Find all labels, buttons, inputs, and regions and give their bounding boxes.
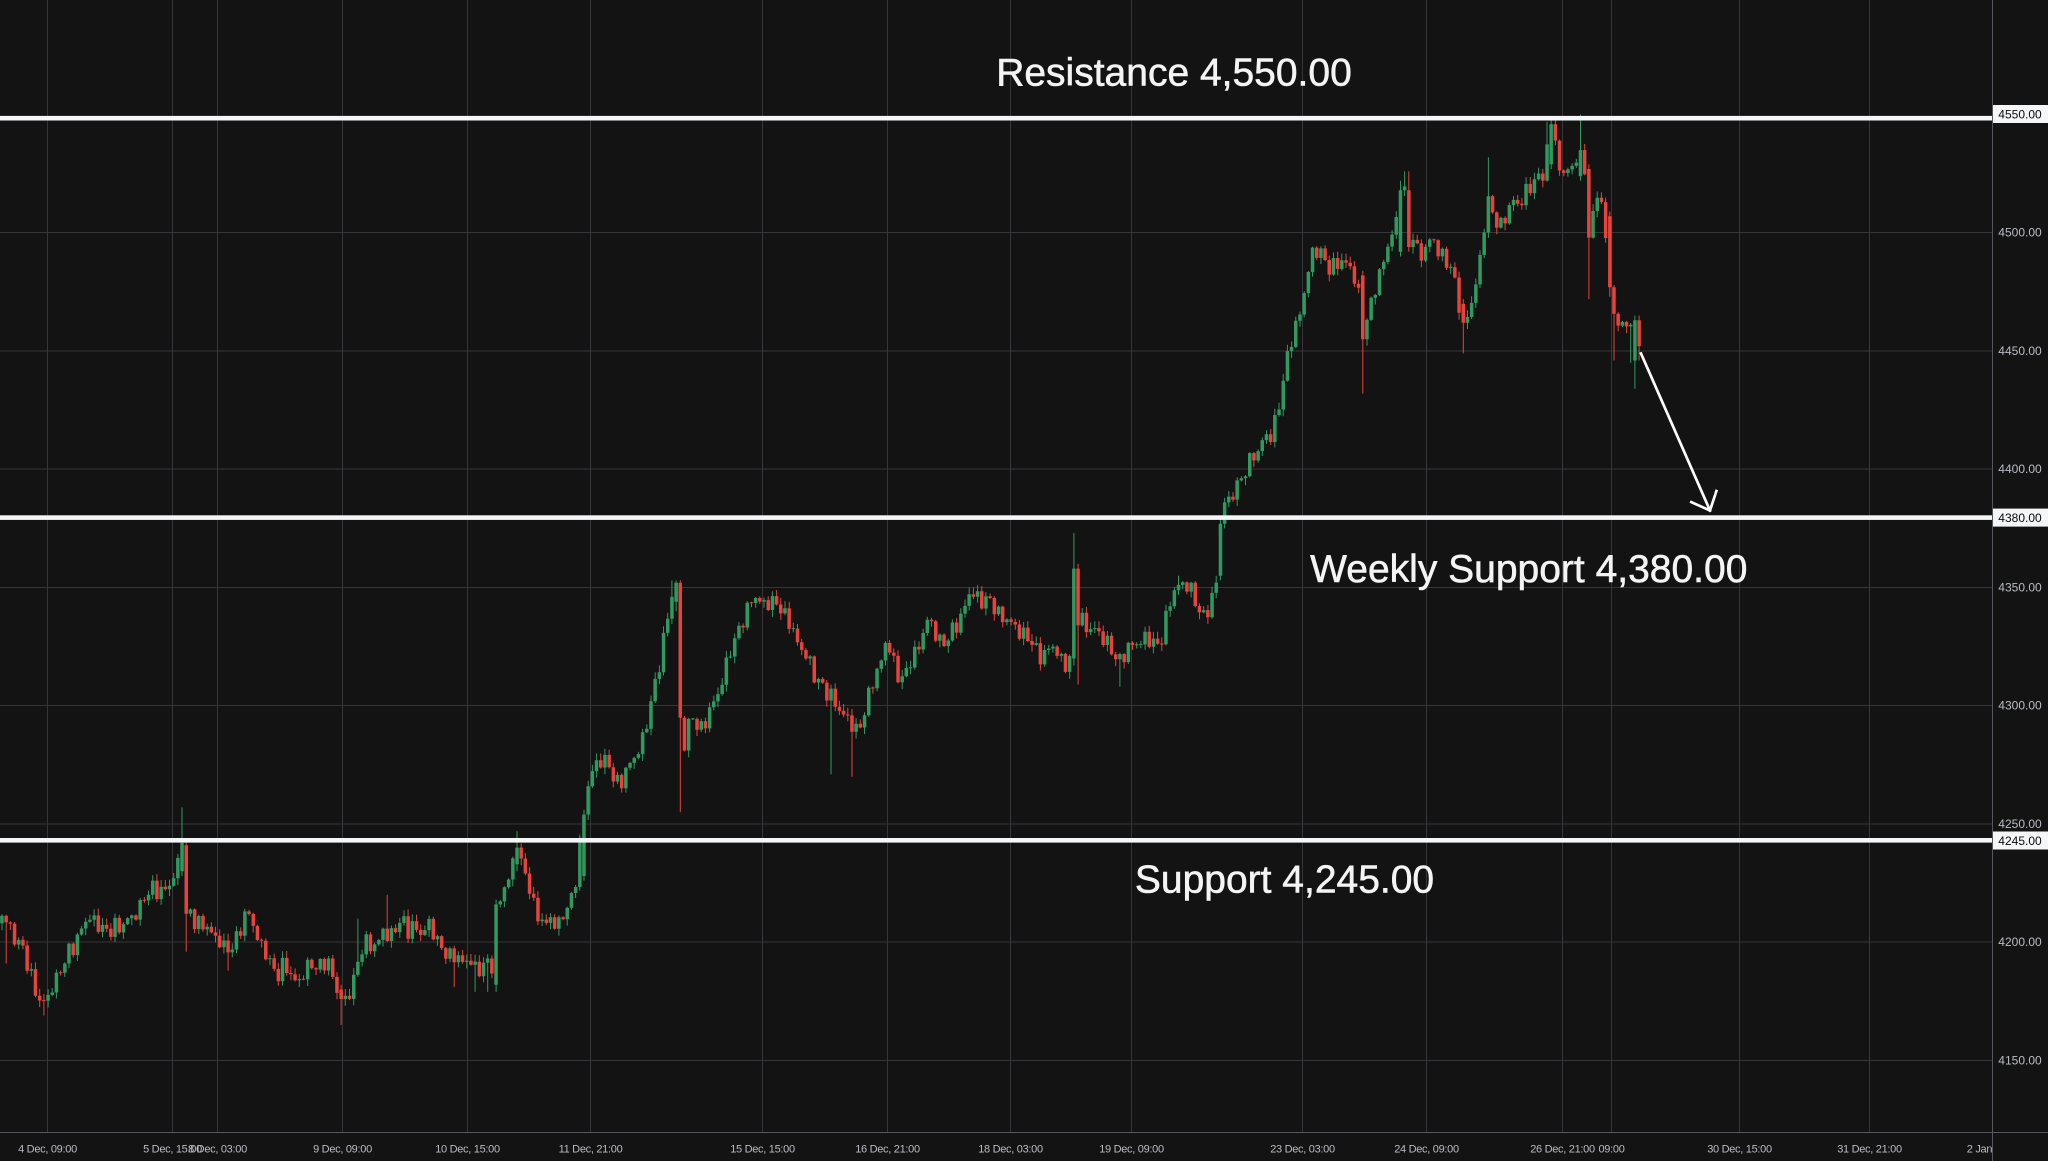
svg-text:18 Dec, 03:00: 18 Dec, 03:00 [978, 1144, 1043, 1156]
svg-text:16 Dec, 21:00: 16 Dec, 21:00 [855, 1144, 920, 1156]
svg-text:24 Dec, 09:00: 24 Dec, 09:00 [1394, 1144, 1459, 1156]
svg-text:8 Dec, 03:00: 8 Dec, 03:00 [188, 1144, 247, 1156]
svg-text:11 Dec, 21:00: 11 Dec, 21:00 [559, 1144, 623, 1156]
svg-text:4150.00: 4150.00 [1998, 1054, 2042, 1068]
svg-text:4500.00: 4500.00 [1998, 226, 2042, 240]
svg-text:9 Dec, 09:00: 9 Dec, 09:00 [313, 1144, 372, 1156]
svg-text:4245.00: 4245.00 [1998, 834, 2042, 848]
svg-text:4300.00: 4300.00 [1998, 699, 2042, 713]
svg-text:4 Dec, 09:00: 4 Dec, 09:00 [18, 1144, 77, 1156]
svg-text:4200.00: 4200.00 [1998, 935, 2042, 949]
svg-text:4380.00: 4380.00 [1998, 511, 2042, 525]
svg-text:4250.00: 4250.00 [1998, 817, 2042, 831]
svg-text:5 Dec, 15:00: 5 Dec, 15:00 [143, 1144, 202, 1156]
svg-text:2 Jan 2026: 2 Jan 2026 [1967, 1144, 2019, 1156]
svg-text:23 Dec, 03:00: 23 Dec, 03:00 [1270, 1144, 1335, 1156]
svg-text:09:00: 09:00 [1598, 1144, 1624, 1156]
svg-text:10 Dec, 15:00: 10 Dec, 15:00 [435, 1144, 500, 1156]
svg-text:Support 4,245.00: Support 4,245.00 [1135, 859, 1434, 902]
svg-text:Resistance 4,550.00: Resistance 4,550.00 [996, 52, 1352, 95]
svg-text:4450.00: 4450.00 [1998, 344, 2042, 358]
svg-text:4550.00: 4550.00 [1998, 108, 2042, 122]
svg-text:19 Dec, 09:00: 19 Dec, 09:00 [1099, 1144, 1164, 1156]
svg-text:31 Dec, 21:00: 31 Dec, 21:00 [1837, 1144, 1902, 1156]
svg-text:26 Dec, 21:00: 26 Dec, 21:00 [1530, 1144, 1595, 1156]
svg-text:30 Dec, 15:00: 30 Dec, 15:00 [1707, 1144, 1772, 1156]
svg-text:4400.00: 4400.00 [1998, 462, 2042, 476]
svg-text:4350.00: 4350.00 [1998, 581, 2042, 595]
svg-text:Weekly Support 4,380.00: Weekly Support 4,380.00 [1310, 548, 1747, 591]
svg-text:15 Dec, 15:00: 15 Dec, 15:00 [730, 1144, 795, 1156]
